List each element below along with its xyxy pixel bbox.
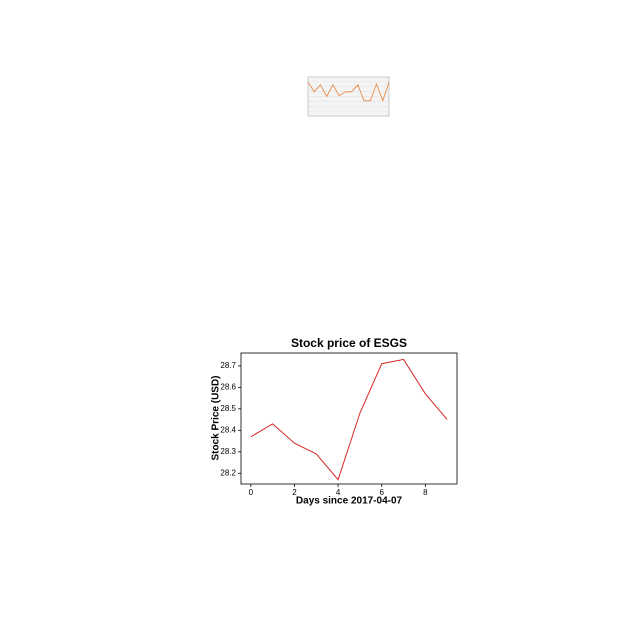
y-tick-label: 28.5	[220, 404, 236, 413]
data-line	[250, 358, 448, 481]
y-tick-label: 28.2	[220, 468, 236, 477]
y-axis-label: Stock Price (USD)	[211, 375, 222, 460]
x-tick-label: 2	[292, 488, 297, 497]
x-tick-label: 0	[249, 488, 254, 497]
axes-frame	[240, 352, 458, 485]
x-tick-label: 4	[336, 488, 341, 497]
y-tick-label: 28.3	[220, 447, 236, 456]
y-tick-label: 28.7	[220, 361, 236, 370]
chart-title: Stock price of ESGS	[291, 336, 407, 350]
x-tick-label: 6	[380, 488, 385, 497]
y-tick-label: 28.6	[220, 382, 236, 391]
data-line	[307, 81, 390, 102]
x-tick-label: 8	[423, 488, 428, 497]
x-axis-label: Days since 2017-04-07	[296, 496, 403, 507]
y-tick-label: 28.4	[220, 425, 236, 434]
